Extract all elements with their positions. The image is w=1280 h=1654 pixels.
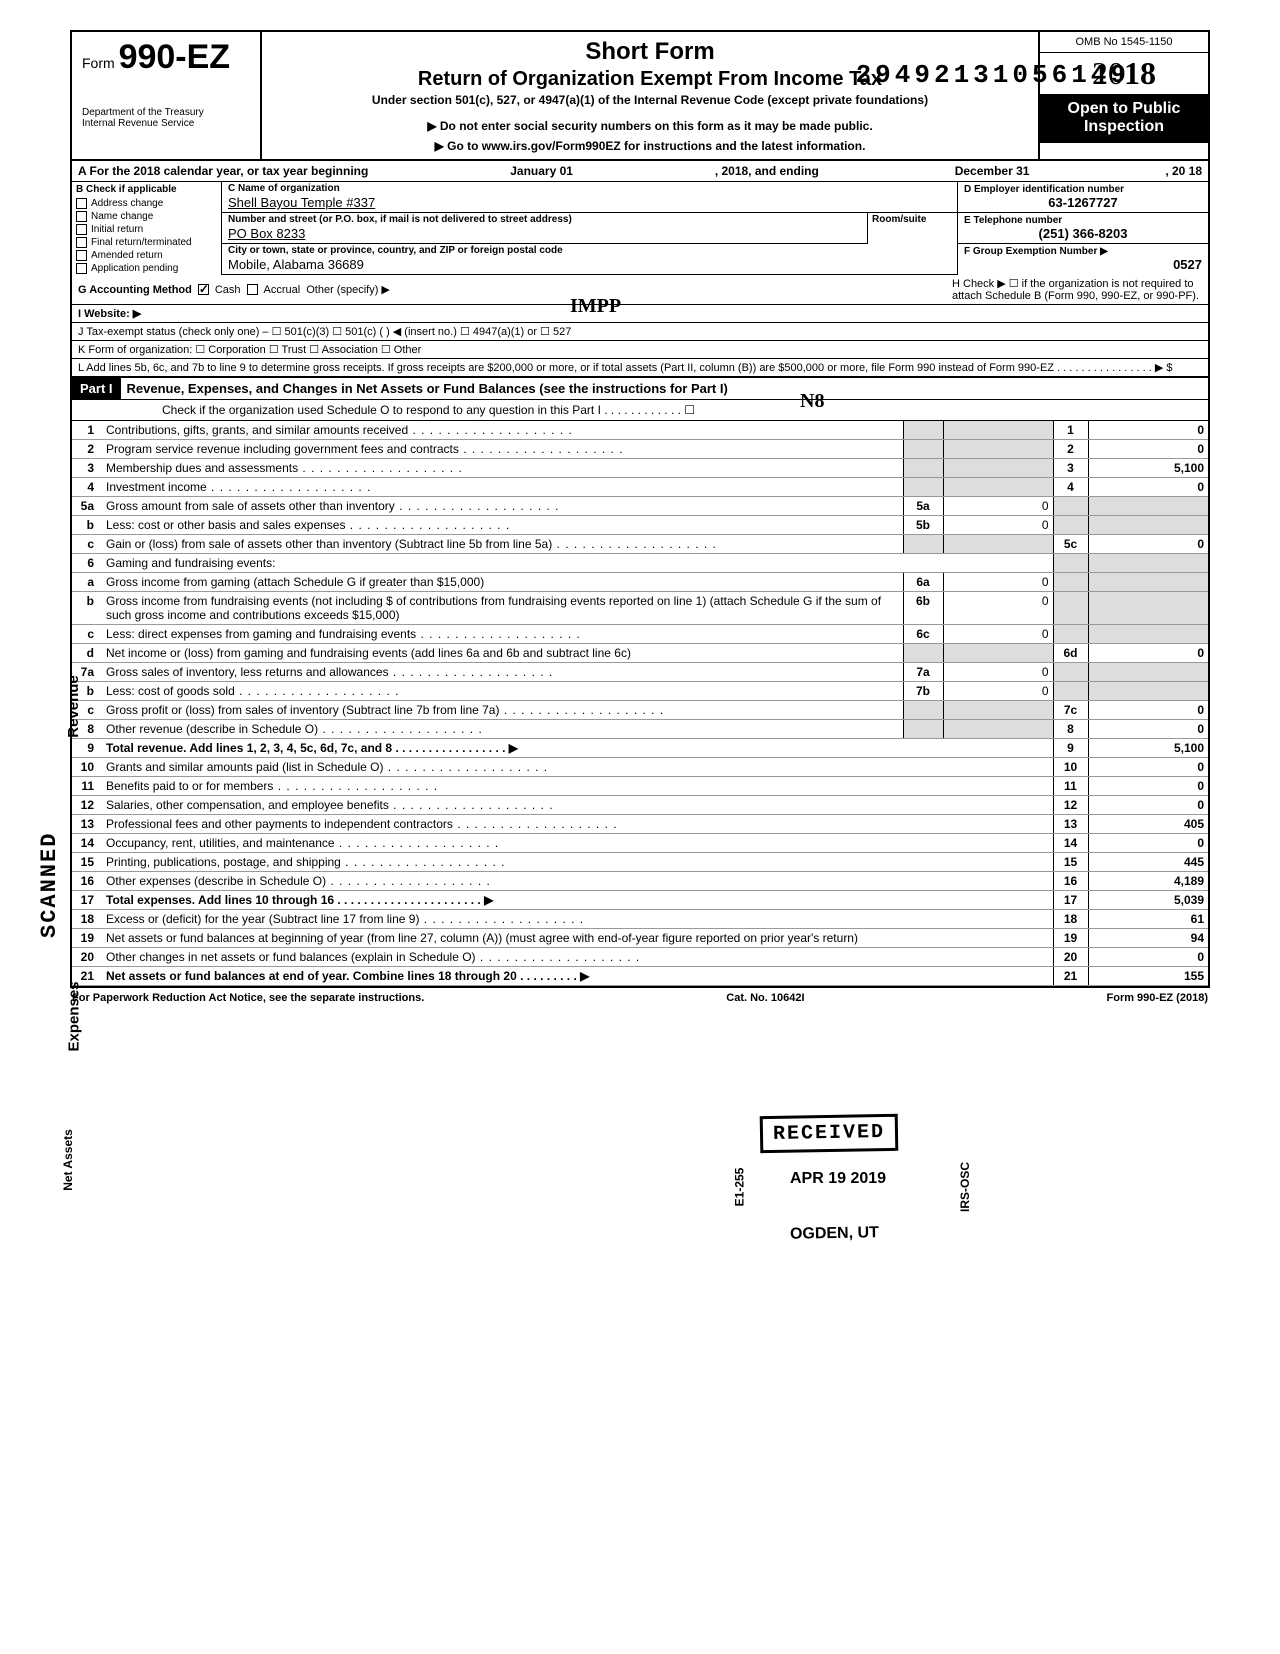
grp-label: F Group Exemption Number ▶ bbox=[964, 246, 1202, 257]
footer: For Paperwork Reduction Act Notice, see … bbox=[70, 988, 1210, 1008]
tel-label: E Telephone number bbox=[964, 215, 1202, 226]
line-17: 17Total expenses. Add lines 10 through 1… bbox=[72, 891, 1208, 910]
chk-accrual[interactable] bbox=[247, 284, 258, 295]
line-11: 11Benefits paid to or for members110 bbox=[72, 777, 1208, 796]
line-5a: 5aGross amount from sale of assets other… bbox=[72, 497, 1208, 516]
dept-treasury: Department of the Treasury bbox=[82, 107, 250, 118]
chk-application-pending[interactable]: Application pending bbox=[72, 262, 221, 275]
line-21: 21Net assets or fund balances at end of … bbox=[72, 967, 1208, 986]
side-label-net-assets: Net Assets bbox=[61, 1129, 75, 1191]
part-i-title: Revenue, Expenses, and Changes in Net As… bbox=[121, 378, 1208, 399]
chk-initial-return[interactable]: Initial return bbox=[72, 223, 221, 236]
line-16: 16Other expenses (describe in Schedule O… bbox=[72, 872, 1208, 891]
line-7a: 7aGross sales of inventory, less returns… bbox=[72, 663, 1208, 682]
title-box: Short Form Return of Organization Exempt… bbox=[262, 32, 1038, 159]
line-13: 13Professional fees and other payments t… bbox=[72, 815, 1208, 834]
line-20: 20Other changes in net assets or fund ba… bbox=[72, 948, 1208, 967]
org-street: PO Box 8233 bbox=[222, 226, 867, 244]
omb-number: OMB No 1545-1150 bbox=[1040, 32, 1208, 53]
line-7b: bLess: cost of goods sold7b0 bbox=[72, 682, 1208, 701]
form-number: 990-EZ bbox=[119, 38, 231, 76]
line-1: 1Contributions, gifts, grants, and simil… bbox=[72, 421, 1208, 440]
ein-value: 63-1267727 bbox=[964, 195, 1202, 210]
section-bcd: B Check if applicable Address change Nam… bbox=[70, 182, 1210, 275]
line-15: 15Printing, publications, postage, and s… bbox=[72, 853, 1208, 872]
part-i-header-row: Part I Revenue, Expenses, and Changes in… bbox=[72, 378, 1208, 400]
side-label-expenses: Expenses bbox=[66, 981, 83, 1051]
line-14: 14Occupancy, rent, utilities, and mainte… bbox=[72, 834, 1208, 853]
grp-value: 0527 bbox=[964, 257, 1202, 272]
document-number: 29492131056149 bbox=[856, 60, 1130, 90]
line-8: 8Other revenue (describe in Schedule O)8… bbox=[72, 720, 1208, 739]
footer-catno: Cat. No. 10642I bbox=[726, 992, 804, 1004]
part-i-table: 1Contributions, gifts, grants, and simil… bbox=[72, 421, 1208, 986]
stamp-irs-osc: IRS-OSC bbox=[958, 1162, 972, 1212]
row-l-gross-receipts: L Add lines 5b, 6c, and 7b to line 9 to … bbox=[72, 359, 1208, 376]
line-5b: bLess: cost or other basis and sales exp… bbox=[72, 516, 1208, 535]
line-6: 6Gaming and fundraising events: bbox=[72, 554, 1208, 573]
side-label-revenue: Revenue bbox=[65, 675, 82, 738]
line-7c: cGross profit or (loss) from sales of in… bbox=[72, 701, 1208, 720]
lbl-city: City or town, state or province, country… bbox=[222, 244, 957, 257]
row-k-form-of-org: K Form of organization: ☐ Corporation ☐ … bbox=[72, 341, 1208, 359]
part-i-wrap: Part I Revenue, Expenses, and Changes in… bbox=[70, 378, 1210, 988]
form-label: Form bbox=[82, 55, 115, 71]
handwritten-impp: IMPP bbox=[570, 295, 621, 318]
row-j-tax-exempt: J Tax-exempt status (check only one) – ☐… bbox=[72, 323, 1208, 341]
line-6d: dNet income or (loss) from gaming and fu… bbox=[72, 644, 1208, 663]
right-box: OMB No 1545-1150 2018 Open to Public Ins… bbox=[1038, 32, 1208, 159]
stamp-e1-255: E1-255 bbox=[732, 1168, 746, 1207]
room-suite-label: Room/suite bbox=[867, 213, 957, 244]
form-header: Form 990-EZ Department of the Treasury I… bbox=[70, 30, 1210, 159]
form-id-box: Form 990-EZ Department of the Treasury I… bbox=[72, 32, 262, 159]
lbl-org-name: C Name of organization bbox=[222, 182, 957, 195]
row-h-schedule-b: H Check ▶ ☐ if the organization is not r… bbox=[952, 277, 1202, 302]
line-4: 4Investment income40 bbox=[72, 478, 1208, 497]
ssn-notice: ▶ Do not enter social security numbers o… bbox=[272, 119, 1028, 133]
row-i-website: I Website: ▶ bbox=[72, 305, 1208, 323]
stamp-received: RECEIVED bbox=[760, 1114, 899, 1153]
row-g-accounting: G Accounting Method Cash Accrual Other (… bbox=[72, 275, 1208, 305]
org-city: Mobile, Alabama 36689 bbox=[222, 257, 957, 275]
line-9: 9Total revenue. Add lines 1, 2, 3, 4, 5c… bbox=[72, 739, 1208, 758]
col-b-header: B Check if applicable bbox=[72, 182, 221, 197]
line-10: 10Grants and similar amounts paid (list … bbox=[72, 758, 1208, 777]
open-to-public: Open to Public Inspection bbox=[1040, 94, 1208, 143]
line-5c: cGain or (loss) from sale of assets othe… bbox=[72, 535, 1208, 554]
subtitle: Under section 501(c), 527, or 4947(a)(1)… bbox=[272, 93, 1028, 107]
footer-paperwork: For Paperwork Reduction Act Notice, see … bbox=[72, 992, 424, 1004]
chk-cash[interactable] bbox=[198, 284, 209, 295]
url-notice: ▶ Go to www.irs.gov/Form990EZ for instru… bbox=[272, 139, 1028, 153]
side-scanned: SCANNED bbox=[37, 832, 62, 938]
ein-label: D Employer identification number bbox=[964, 184, 1202, 195]
chk-amended-return[interactable]: Amended return bbox=[72, 249, 221, 262]
stamp-date: APR 19 2019 bbox=[790, 1170, 886, 1188]
line-12: 12Salaries, other compensation, and empl… bbox=[72, 796, 1208, 815]
line-6a: aGross income from gaming (attach Schedu… bbox=[72, 573, 1208, 592]
part-i-label: Part I bbox=[72, 378, 121, 399]
lbl-street: Number and street (or P.O. box, if mail … bbox=[222, 213, 867, 226]
chk-address-change[interactable]: Address change bbox=[72, 197, 221, 210]
col-c-org-info: C Name of organization Shell Bayou Templ… bbox=[222, 182, 958, 275]
line-6b: bGross income from fundraising events (n… bbox=[72, 592, 1208, 625]
rows-g-to-l: G Accounting Method Cash Accrual Other (… bbox=[70, 275, 1210, 378]
line-19: 19Net assets or fund balances at beginni… bbox=[72, 929, 1208, 948]
line-3: 3Membership dues and assessments35,100 bbox=[72, 459, 1208, 478]
line-2: 2Program service revenue including gover… bbox=[72, 440, 1208, 459]
col-d-ids: D Employer identification number 63-1267… bbox=[958, 182, 1208, 275]
org-name: Shell Bayou Temple #337 bbox=[222, 195, 957, 213]
line-6c: cLess: direct expenses from gaming and f… bbox=[72, 625, 1208, 644]
tel-value: (251) 366-8203 bbox=[964, 226, 1202, 241]
footer-form: Form 990-EZ (2018) bbox=[1107, 992, 1208, 1004]
stamp-city: OGDEN, UT bbox=[790, 1224, 879, 1244]
chk-final-return[interactable]: Final return/terminated bbox=[72, 236, 221, 249]
dept-irs: Internal Revenue Service bbox=[82, 118, 250, 129]
col-b-checkboxes: B Check if applicable Address change Nam… bbox=[72, 182, 222, 275]
line-18: 18Excess or (deficit) for the year (Subt… bbox=[72, 910, 1208, 929]
line-a-tax-year: A For the 2018 calendar year, or tax yea… bbox=[70, 159, 1210, 182]
chk-name-change[interactable]: Name change bbox=[72, 210, 221, 223]
part-i-check: Check if the organization used Schedule … bbox=[72, 400, 1208, 421]
